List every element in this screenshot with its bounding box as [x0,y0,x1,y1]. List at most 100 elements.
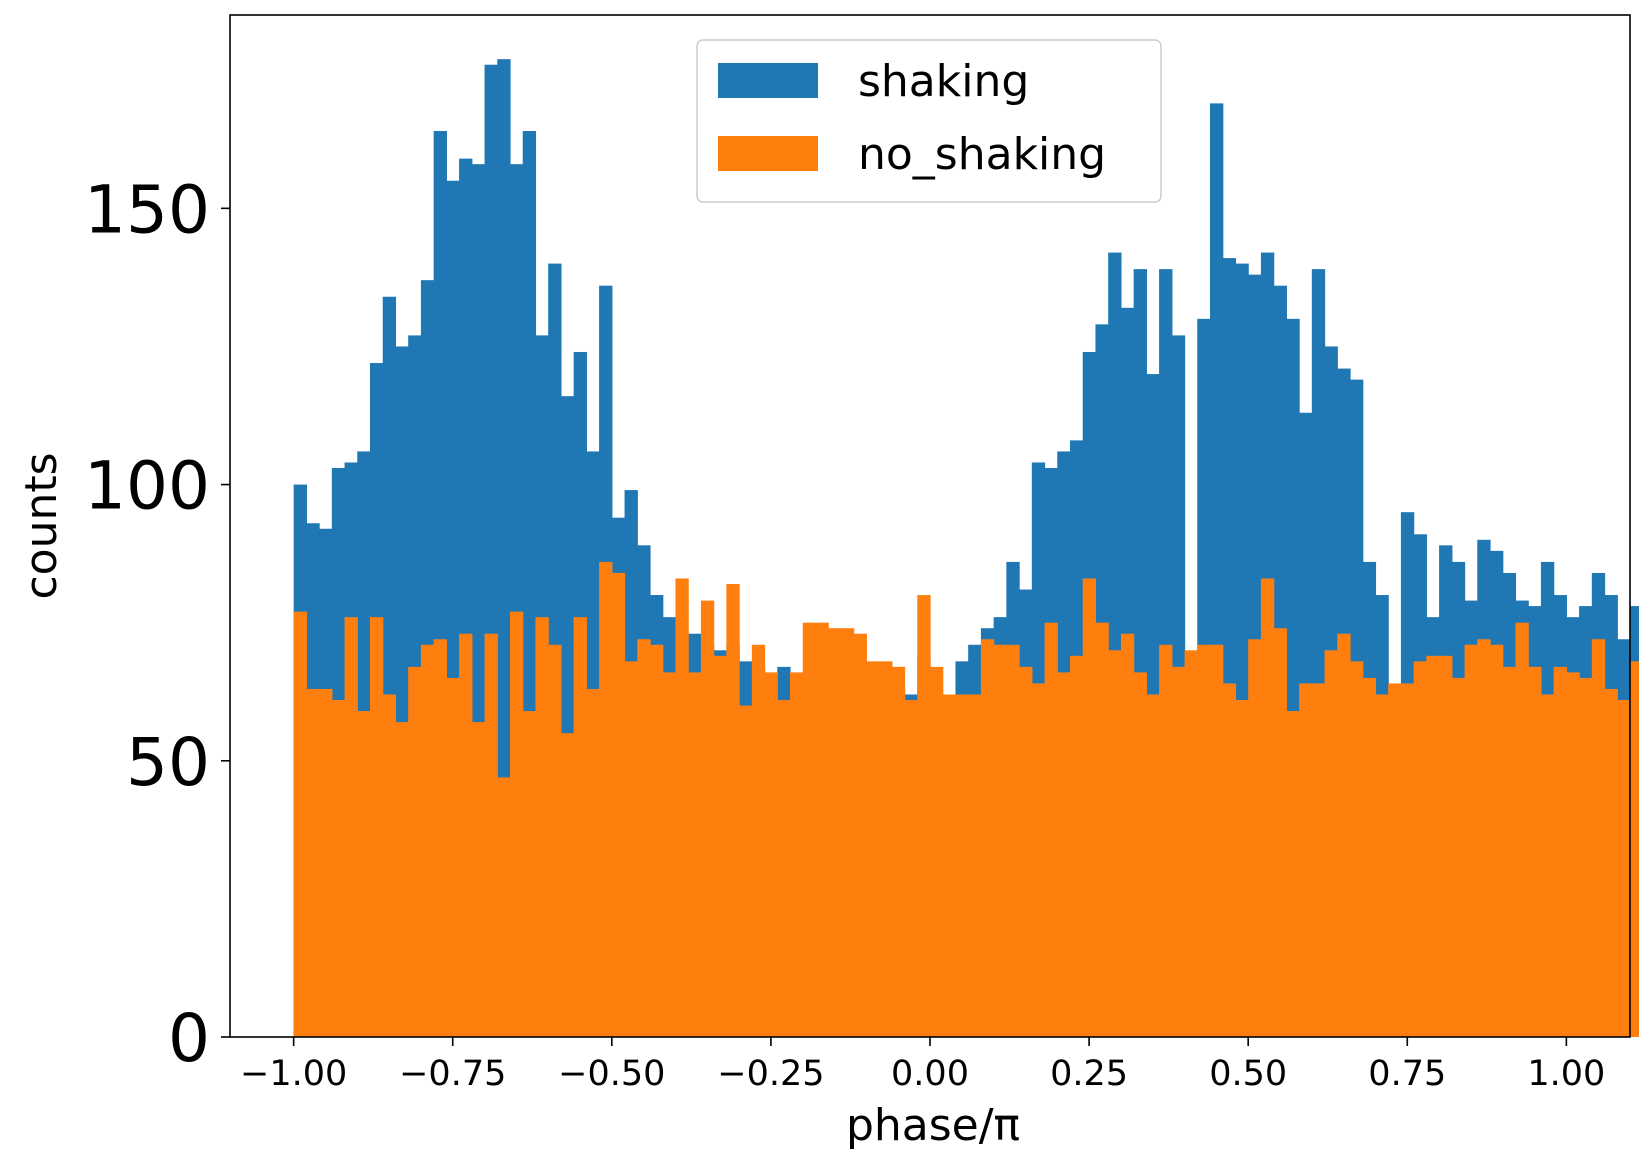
bar-no-shaking-68 [1159,644,1173,1037]
bar-no-shaking-67 [1146,694,1160,1037]
bar-no-shaking-46 [879,661,893,1037]
bar-no-shaking-95 [1502,666,1517,1037]
bar-no-shaking-55 [993,644,1007,1037]
bar-no-shaking-99 [1553,666,1567,1037]
bar-no-shaking-83 [1350,661,1364,1037]
bar-no-shaking-5 [357,711,371,1037]
bar-no-shaking-50 [930,666,944,1037]
bar-no-shaking-37 [764,672,778,1037]
bar-no-shaking-57 [1019,666,1033,1037]
x-tick-label: 0.50 [1209,1054,1287,1094]
legend-label-no-shaking: no_shaking [858,129,1106,180]
bar-no-shaking-3 [331,700,346,1037]
bar-no-shaking-87 [1400,683,1415,1037]
bar-no-shaking-103 [1604,688,1618,1037]
bar-no-shaking-105 [1630,661,1639,1037]
bar-no-shaking-38 [777,700,791,1037]
bar-no-shaking-8 [395,722,409,1037]
bar-no-shaking-22 [573,617,587,1037]
bar-no-shaking-76 [1260,578,1275,1037]
bar-no-shaking-98 [1540,694,1555,1037]
bar-no-shaking-69 [1171,666,1186,1037]
bar-no-shaking-4 [344,617,358,1037]
bar-no-shaking-53 [968,694,982,1037]
bar-no-shaking-56 [1006,644,1020,1037]
bar-no-shaking-104 [1617,700,1631,1037]
y-tick-label: 0 [168,1000,210,1077]
bar-no-shaking-79 [1299,683,1313,1037]
bar-no-shaking-19 [535,617,549,1037]
x-axis: −1.00 −0.75 −0.50 −0.25 0.00 0.25 0.50 0.75 1.00 [240,1037,1605,1094]
bar-no-shaking-34 [726,584,740,1037]
x-tick-label: −1.00 [240,1054,347,1094]
bar-no-shaking-59 [1044,622,1058,1037]
bar-no-shaking-49 [917,595,931,1037]
bar-no-shaking-100 [1566,672,1580,1037]
bar-no-shaking-17 [510,611,524,1037]
bar-no-shaking-26 [624,661,638,1037]
bar-no-shaking-41 [815,622,829,1037]
legend-swatch-shaking [718,63,818,98]
x-tick-label: 0.25 [1050,1054,1128,1094]
bar-no-shaking-89 [1426,655,1440,1037]
bar-no-shaking-51 [942,694,957,1037]
bar-no-shaking-18 [522,711,537,1037]
bar-no-shaking-81 [1324,650,1338,1037]
x-tick-label: −0.25 [717,1054,824,1094]
bar-no-shaking-75 [1248,639,1262,1037]
x-tick-label: 0.75 [1368,1054,1446,1094]
bar-no-shaking-54 [980,639,995,1037]
bar-no-shaking-102 [1591,639,1606,1037]
y-axis-title: counts [16,452,67,599]
bar-no-shaking-9 [408,666,422,1037]
x-tick-label: 1.00 [1527,1054,1605,1094]
legend-label-shaking: shaking [858,56,1029,107]
bar-no-shaking-16 [497,777,511,1037]
bar-no-shaking-86 [1388,683,1402,1037]
bar-no-shaking-88 [1413,661,1427,1037]
bar-no-shaking-82 [1337,633,1351,1037]
bar-no-shaking-96 [1515,622,1529,1037]
bar-no-shaking-23 [586,688,600,1037]
bar-no-shaking-11 [433,639,447,1037]
bar-no-shaking-21 [560,733,575,1037]
bar-no-shaking-85 [1375,694,1389,1037]
bar-no-shaking-58 [1031,683,1046,1037]
bar-no-shaking-15 [484,633,498,1037]
bar-no-shaking-94 [1490,644,1504,1037]
bar-no-shaking-32 [700,600,715,1037]
bar-no-shaking-14 [471,722,486,1037]
bar-no-shaking-25 [611,572,626,1037]
bar-no-shaking-97 [1528,666,1542,1037]
bar-no-shaking-31 [688,672,702,1037]
bar-no-shaking-61 [1070,655,1084,1037]
bar-no-shaking-40 [802,622,817,1037]
bar-no-shaking-12 [446,677,460,1037]
y-tick-label: 150 [84,171,210,248]
bar-no-shaking-101 [1579,677,1593,1037]
series-no-shaking [293,561,1639,1037]
bar-no-shaking-36 [751,644,766,1037]
x-axis-title: phase/π [846,1100,1020,1151]
bar-no-shaking-45 [866,661,880,1037]
bar-no-shaking-27 [637,639,651,1037]
bar-no-shaking-71 [1197,644,1211,1037]
bar-no-shaking-84 [1362,677,1377,1037]
bar-no-shaking-64 [1108,650,1122,1037]
legend: shaking no_shaking [696,39,1162,203]
bar-no-shaking-24 [599,561,613,1037]
bar-no-shaking-10 [420,644,435,1037]
bar-no-shaking-30 [675,578,689,1037]
bar-no-shaking-1 [306,688,320,1037]
y-tick-label: 50 [126,724,210,801]
bar-no-shaking-74 [1235,700,1249,1037]
bar-no-shaking-93 [1477,639,1491,1037]
bar-no-shaking-35 [739,705,753,1037]
bar-no-shaking-44 [853,633,867,1037]
bar-no-shaking-92 [1464,644,1478,1037]
bar-no-shaking-72 [1210,644,1224,1037]
bar-no-shaking-29 [662,672,677,1037]
bar-no-shaking-0 [293,611,307,1037]
bar-no-shaking-48 [904,700,918,1037]
